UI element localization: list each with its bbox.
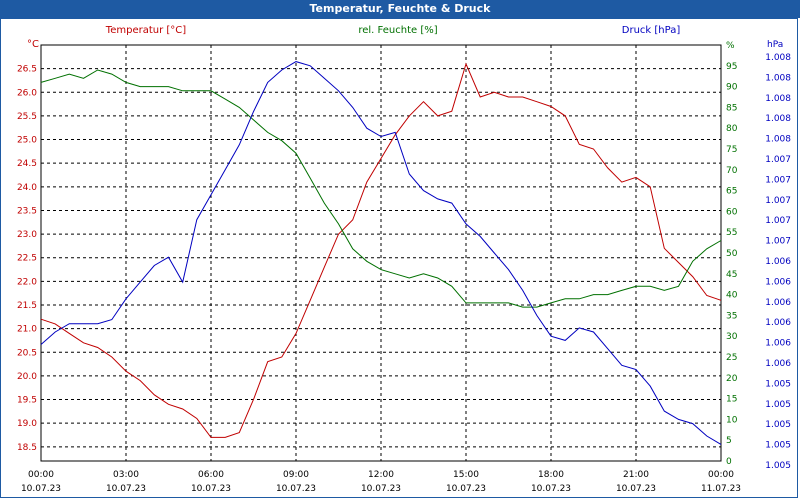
pressure-tick: 1.008 — [765, 135, 791, 145]
series-line-humidity — [40, 69, 722, 308]
humidity-tick: 30 — [726, 332, 738, 342]
grid — [40, 44, 722, 462]
temperature-tick: 21.0 — [17, 325, 37, 335]
pressure-tick: 1.005 — [765, 461, 791, 471]
chart-panel: 18.5 19.0 19.5 20.0 20.5 21.0 21.5 22.0 22.5 23.0… — [0, 18, 798, 498]
pressure-tick: 1.007 — [765, 216, 791, 226]
temperature-tick: 23.0 — [17, 230, 37, 240]
pressure-unit: hPa — [767, 40, 783, 50]
humidity-tick: 45 — [726, 270, 737, 280]
temperature-tick: 26.0 — [17, 88, 37, 98]
humidity-tick: % — [726, 41, 735, 51]
pressure-tick: 1.007 — [765, 196, 791, 206]
humidity-tick: 50 — [726, 249, 738, 259]
humidity-tick: 25 — [726, 353, 737, 363]
x-tick-time: 15:00 — [453, 470, 479, 480]
pressure-tick: 1.006 — [765, 318, 791, 328]
legend-temperature: Temperatur [°C] — [105, 25, 186, 36]
temperature-tick: 18.5 — [17, 443, 37, 453]
x-tick-time: 21:00 — [623, 470, 649, 480]
x-tick-date: 10.07.23 — [531, 484, 571, 494]
x-tick-date: 10.07.23 — [616, 484, 656, 494]
temperature-tick: 21.5 — [17, 301, 37, 311]
pressure-tick: 1.008 — [765, 53, 791, 63]
humidity-axis: 0 5 10 15 20 25 30 35 40 45 50 55 60 65 70 75 80 85 90 95% — [726, 41, 738, 467]
temperature-tick: 25.0 — [17, 136, 37, 146]
x-tick-date: 10.07.23 — [276, 484, 316, 494]
humidity-tick: 5 — [726, 436, 732, 446]
x-tick-date: 10.07.23 — [106, 484, 146, 494]
x-tick-time: 00:00 — [28, 470, 54, 480]
window-title: Temperatur, Feuchte & Druck — [0, 0, 800, 18]
pressure-tick: 1.008 — [765, 73, 791, 83]
temperature-axis: 18.5 19.0 19.5 20.0 20.5 21.0 21.5 22.0 22.5 23.0… — [17, 65, 37, 453]
humidity-tick: 65 — [726, 187, 737, 197]
x-tick-time: 09:00 — [283, 470, 309, 480]
pressure-tick: 1.008 — [765, 94, 791, 104]
legend: Temperatur [°C] rel. Feuchte [%] Druck [… — [105, 25, 681, 36]
pressure-axis: 1.005 1.005 1.005 1.005 1.005 1.006 1.006 1.006… — [765, 53, 791, 471]
humidity-tick: 85 — [726, 103, 737, 113]
series-line-temperature — [40, 62, 722, 438]
temperature-tick: 25.5 — [17, 112, 37, 122]
pressure-tick: 1.005 — [765, 441, 791, 451]
temperature-unit: °C — [27, 39, 39, 50]
temperature-tick: 22.0 — [17, 277, 37, 287]
series-line-pressure — [40, 61, 722, 445]
temperature-tick: 19.0 — [17, 419, 37, 429]
pressure-tick: 1.005 — [765, 379, 791, 389]
legend-humidity: rel. Feuchte [%] — [358, 25, 437, 36]
legend-pressure: Druck [hPa] — [622, 25, 681, 36]
temperature-tick: 24.0 — [17, 183, 37, 193]
pressure-tick: 1.006 — [765, 277, 791, 287]
pressure-tick: 1.007 — [765, 175, 791, 185]
temperature-tick: 20.0 — [17, 372, 37, 382]
humidity-tick: 0 — [726, 457, 732, 467]
pressure-tick: 1.006 — [765, 257, 791, 267]
temperature-tick: 24.5 — [17, 159, 37, 169]
temperature-tick: 26.5 — [17, 65, 37, 75]
humidity-tick: 90 — [726, 83, 738, 93]
x-tick-date: 10.07.23 — [191, 484, 231, 494]
humidity-tick: 35 — [726, 311, 737, 321]
pressure-tick: 1.005 — [765, 400, 791, 410]
humidity-tick: 70 — [726, 166, 738, 176]
temperature-tick: 19.5 — [17, 396, 37, 406]
x-tick-time: 00:00 — [708, 470, 734, 480]
temperature-tick: 23.5 — [17, 206, 37, 216]
x-tick-date: 10.07.23 — [21, 484, 61, 494]
pressure-tick: 1.006 — [765, 298, 791, 308]
pressure-tick: 1.008 — [765, 114, 791, 124]
humidity-tick: 20 — [726, 374, 738, 384]
humidity-tick: 80 — [726, 124, 738, 134]
x-tick-time: 18:00 — [538, 470, 564, 480]
chart: 18.5 19.0 19.5 20.0 20.5 21.0 21.5 22.0 22.5 23.0… — [17, 25, 791, 494]
pressure-tick: 1.007 — [765, 237, 791, 247]
x-tick-date: 10.07.23 — [361, 484, 401, 494]
humidity-tick: 40 — [726, 291, 738, 301]
humidity-tick: 60 — [726, 207, 738, 217]
pressure-tick: 1.007 — [765, 155, 791, 165]
x-tick-date: 10.07.23 — [446, 484, 486, 494]
x-tick-time: 12:00 — [368, 470, 394, 480]
pressure-tick: 1.006 — [765, 359, 791, 369]
pressure-tick: 1.006 — [765, 339, 791, 349]
humidity-tick: 10 — [726, 415, 738, 425]
x-tick-time: 03:00 — [113, 470, 139, 480]
series-group — [40, 61, 722, 445]
humidity-tick: 75 — [726, 145, 737, 155]
x-tick-date: 11.07.23 — [701, 484, 741, 494]
humidity-tick: 55 — [726, 228, 737, 238]
x-tick-time: 06:00 — [198, 470, 224, 480]
temperature-tick: 20.5 — [17, 348, 37, 358]
humidity-tick: 15 — [726, 395, 737, 405]
humidity-tick: 95 — [726, 62, 737, 72]
time-axis: 00:00 10.07.23 03:00 10.07.23 06:00 10.07.23 0… — [21, 470, 741, 494]
temperature-tick: 22.5 — [17, 254, 37, 264]
pressure-tick: 1.005 — [765, 420, 791, 430]
